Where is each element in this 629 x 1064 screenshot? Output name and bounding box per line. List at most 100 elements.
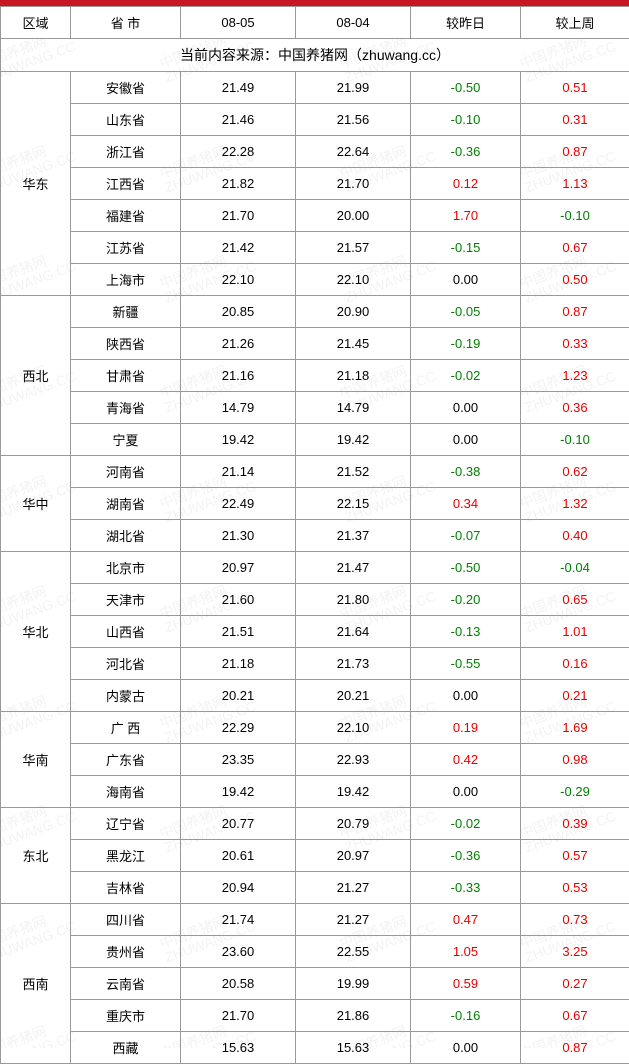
table-row: 湖南省22.4922.150.341.32 [1, 488, 629, 520]
diff-day-cell: -0.13 [411, 616, 521, 648]
region-cell: 华中 [1, 456, 71, 552]
region-cell: 华北 [1, 552, 71, 712]
diff-day-cell: -0.55 [411, 648, 521, 680]
table-row: 黑龙江20.6120.97-0.360.57 [1, 840, 629, 872]
province-cell: 北京市 [71, 552, 181, 584]
diff-day-cell: 0.00 [411, 424, 521, 456]
price-date2-cell: 21.37 [296, 520, 411, 552]
diff-week-cell: 1.23 [521, 360, 629, 392]
diff-week-cell: 0.65 [521, 584, 629, 616]
price-date1-cell: 22.28 [181, 136, 296, 168]
diff-day-cell: -0.36 [411, 840, 521, 872]
price-date1-cell: 21.60 [181, 584, 296, 616]
province-cell: 江西省 [71, 168, 181, 200]
table-row: 东北辽宁省20.7720.79-0.020.39 [1, 808, 629, 840]
province-cell: 甘肃省 [71, 360, 181, 392]
price-date1-cell: 20.61 [181, 840, 296, 872]
price-date2-cell: 20.97 [296, 840, 411, 872]
price-date1-cell: 21.14 [181, 456, 296, 488]
diff-week-cell: 0.50 [521, 264, 629, 296]
diff-day-cell: -0.05 [411, 296, 521, 328]
price-date2-cell: 22.64 [296, 136, 411, 168]
region-cell: 东北 [1, 808, 71, 904]
price-date2-cell: 19.42 [296, 424, 411, 456]
table-row: 湖北省21.3021.37-0.070.40 [1, 520, 629, 552]
diff-week-cell: -0.04 [521, 552, 629, 584]
price-date2-cell: 20.00 [296, 200, 411, 232]
diff-week-cell: 0.33 [521, 328, 629, 360]
price-date1-cell: 20.97 [181, 552, 296, 584]
table-row: 陕西省21.2621.45-0.190.33 [1, 328, 629, 360]
price-date2-cell: 20.90 [296, 296, 411, 328]
diff-day-cell: 0.47 [411, 904, 521, 936]
diff-week-cell: -0.29 [521, 776, 629, 808]
diff-day-cell: 0.19 [411, 712, 521, 744]
diff-week-cell: 0.21 [521, 680, 629, 712]
province-cell: 云南省 [71, 968, 181, 1000]
province-cell: 河南省 [71, 456, 181, 488]
diff-week-cell: 0.51 [521, 72, 629, 104]
price-date1-cell: 19.42 [181, 424, 296, 456]
table-row: 宁夏19.4219.420.00-0.10 [1, 424, 629, 456]
province-cell: 宁夏 [71, 424, 181, 456]
diff-week-cell: 1.32 [521, 488, 629, 520]
header-date1: 08-05 [181, 7, 296, 39]
header-date2: 08-04 [296, 7, 411, 39]
diff-week-cell: 1.69 [521, 712, 629, 744]
price-date2-cell: 21.80 [296, 584, 411, 616]
price-date2-cell: 22.55 [296, 936, 411, 968]
price-date2-cell: 21.70 [296, 168, 411, 200]
table-row: 重庆市21.7021.86-0.160.67 [1, 1000, 629, 1032]
price-date1-cell: 22.10 [181, 264, 296, 296]
price-date2-cell: 19.99 [296, 968, 411, 1000]
price-date2-cell: 21.64 [296, 616, 411, 648]
header-diff-week: 较上周 [521, 7, 629, 39]
province-cell: 上海市 [71, 264, 181, 296]
diff-day-cell: -0.02 [411, 360, 521, 392]
diff-week-cell: 0.73 [521, 904, 629, 936]
region-cell: 西北 [1, 296, 71, 456]
diff-day-cell: 0.34 [411, 488, 521, 520]
diff-week-cell: 0.16 [521, 648, 629, 680]
province-cell: 辽宁省 [71, 808, 181, 840]
diff-week-cell: 0.67 [521, 232, 629, 264]
diff-week-cell: 0.98 [521, 744, 629, 776]
price-date1-cell: 20.77 [181, 808, 296, 840]
price-date1-cell: 21.82 [181, 168, 296, 200]
diff-day-cell: 1.05 [411, 936, 521, 968]
price-date1-cell: 22.49 [181, 488, 296, 520]
price-date1-cell: 23.35 [181, 744, 296, 776]
price-date2-cell: 22.15 [296, 488, 411, 520]
price-date2-cell: 21.27 [296, 872, 411, 904]
diff-day-cell: -0.38 [411, 456, 521, 488]
table-row: 华中河南省21.1421.52-0.380.62 [1, 456, 629, 488]
table-row: 福建省21.7020.001.70-0.10 [1, 200, 629, 232]
diff-day-cell: -0.07 [411, 520, 521, 552]
province-cell: 陕西省 [71, 328, 181, 360]
diff-week-cell: 0.27 [521, 968, 629, 1000]
diff-week-cell: 3.25 [521, 936, 629, 968]
header-province: 省 市 [71, 7, 181, 39]
diff-week-cell: -0.10 [521, 200, 629, 232]
table-row: 河北省21.1821.73-0.550.16 [1, 648, 629, 680]
diff-week-cell: 0.62 [521, 456, 629, 488]
diff-week-cell: 0.87 [521, 136, 629, 168]
price-table-wrap: 区域 省 市 08-05 08-04 较昨日 较上周 当前内容来源：中国养猪网（… [0, 6, 629, 1064]
price-date2-cell: 21.47 [296, 552, 411, 584]
province-cell: 广 西 [71, 712, 181, 744]
province-cell: 青海省 [71, 392, 181, 424]
diff-week-cell: 0.40 [521, 520, 629, 552]
price-date2-cell: 22.10 [296, 264, 411, 296]
header-row: 区域 省 市 08-05 08-04 较昨日 较上周 [1, 7, 629, 39]
table-row: 天津市21.6021.80-0.200.65 [1, 584, 629, 616]
source-row: 当前内容来源：中国养猪网（zhuwang.cc） [1, 39, 629, 72]
table-row: 内蒙古20.2120.210.000.21 [1, 680, 629, 712]
province-cell: 山西省 [71, 616, 181, 648]
diff-week-cell: -0.10 [521, 424, 629, 456]
price-date2-cell: 21.73 [296, 648, 411, 680]
price-date2-cell: 22.93 [296, 744, 411, 776]
diff-week-cell: 0.36 [521, 392, 629, 424]
diff-day-cell: 0.00 [411, 680, 521, 712]
table-row: 贵州省23.6022.551.053.25 [1, 936, 629, 968]
price-date1-cell: 21.26 [181, 328, 296, 360]
